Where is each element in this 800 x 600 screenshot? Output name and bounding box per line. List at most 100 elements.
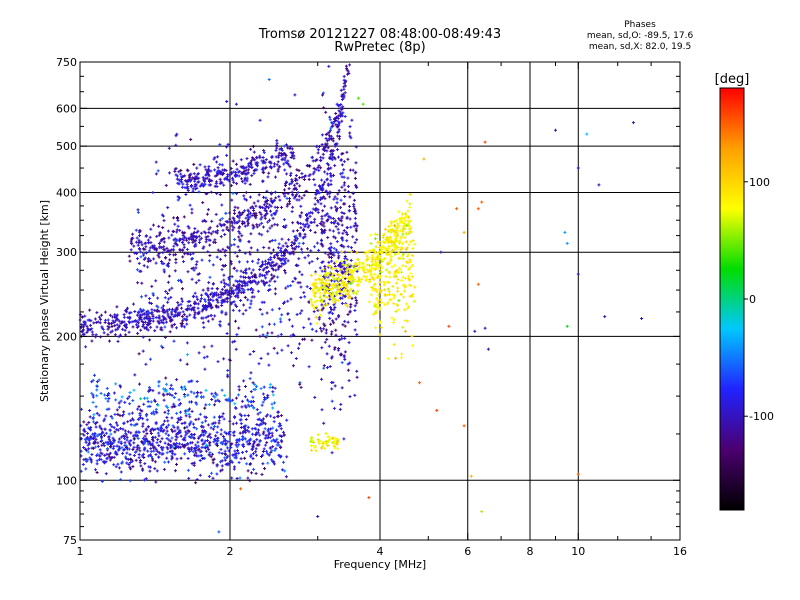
data-point — [371, 286, 374, 290]
data-point — [252, 169, 256, 173]
data-point — [183, 252, 187, 256]
data-point — [221, 228, 225, 232]
data-point — [243, 221, 246, 225]
data-point — [249, 453, 253, 457]
data-point — [282, 162, 286, 166]
data-point — [319, 187, 323, 191]
data-point — [89, 436, 93, 440]
data-point — [273, 263, 277, 267]
data-point — [361, 268, 365, 272]
data-point — [163, 441, 167, 445]
data-point — [396, 271, 400, 274]
data-point — [407, 215, 411, 219]
data-point — [342, 168, 346, 172]
data-point — [250, 156, 254, 160]
data-point — [177, 182, 181, 186]
data-point — [192, 426, 196, 429]
data-point — [332, 297, 336, 301]
data-point — [402, 216, 406, 220]
data-point — [137, 405, 141, 409]
data-point — [133, 433, 137, 437]
data-point — [332, 217, 336, 221]
data-point — [168, 171, 171, 175]
x-tick-label: 2 — [227, 545, 234, 558]
data-point — [185, 315, 189, 319]
data-point — [331, 272, 335, 276]
data-point — [350, 274, 354, 278]
data-point — [328, 365, 332, 368]
data-point — [395, 268, 399, 272]
data-point — [313, 444, 317, 448]
data-point — [165, 263, 169, 267]
data-point — [193, 453, 196, 457]
data-point — [95, 462, 99, 466]
data-point — [393, 242, 396, 246]
data-point — [390, 255, 393, 259]
data-point — [166, 409, 170, 413]
data-point — [204, 168, 208, 172]
data-point — [232, 226, 236, 230]
data-point — [169, 248, 173, 252]
data-point — [292, 252, 296, 256]
data-point — [337, 256, 340, 260]
data-point — [240, 284, 244, 287]
data-point — [145, 325, 148, 329]
data-point — [226, 220, 229, 224]
data-point — [335, 102, 339, 106]
data-point — [349, 136, 353, 140]
data-point — [330, 399, 334, 403]
data-point — [342, 85, 346, 89]
data-point — [129, 423, 133, 427]
data-point — [182, 313, 186, 317]
data-point — [279, 446, 283, 450]
data-point — [255, 423, 259, 426]
data-point — [246, 171, 250, 175]
data-point — [241, 171, 245, 175]
data-point — [341, 283, 345, 287]
data-point — [93, 317, 97, 321]
data-point — [155, 469, 159, 473]
data-point — [298, 381, 302, 385]
data-point — [154, 407, 158, 411]
data-point — [179, 445, 183, 449]
data-point — [328, 265, 332, 269]
data-point — [232, 243, 236, 247]
data-point — [271, 406, 275, 410]
data-point — [323, 267, 327, 271]
data-point — [211, 461, 215, 465]
data-point — [90, 339, 94, 343]
data-point — [98, 321, 102, 325]
data-point — [354, 320, 358, 323]
data-point — [233, 251, 237, 255]
data-point — [172, 238, 176, 242]
data-point — [192, 306, 196, 309]
data-point — [374, 245, 378, 249]
data-point — [167, 261, 171, 265]
data-point — [133, 450, 137, 454]
data-point — [179, 415, 183, 419]
data-point — [166, 412, 170, 416]
data-point — [138, 449, 142, 453]
data-point — [388, 253, 392, 257]
data-point — [363, 251, 367, 255]
data-point — [410, 334, 414, 338]
data-point — [340, 250, 344, 254]
data-point — [107, 325, 111, 329]
data-point — [141, 349, 145, 353]
data-point — [320, 223, 324, 227]
data-point — [375, 233, 379, 237]
data-point — [143, 438, 147, 442]
data-point — [404, 240, 408, 244]
data-point — [233, 205, 237, 209]
data-point — [317, 184, 321, 188]
data-point — [332, 149, 336, 153]
data-point — [268, 383, 272, 387]
data-point — [121, 413, 125, 416]
data-point — [394, 252, 398, 256]
data-point — [187, 412, 191, 416]
data-point — [288, 165, 292, 169]
data-point — [330, 387, 334, 391]
data-point — [161, 422, 165, 426]
data-point — [227, 322, 231, 326]
data-point — [246, 425, 250, 429]
